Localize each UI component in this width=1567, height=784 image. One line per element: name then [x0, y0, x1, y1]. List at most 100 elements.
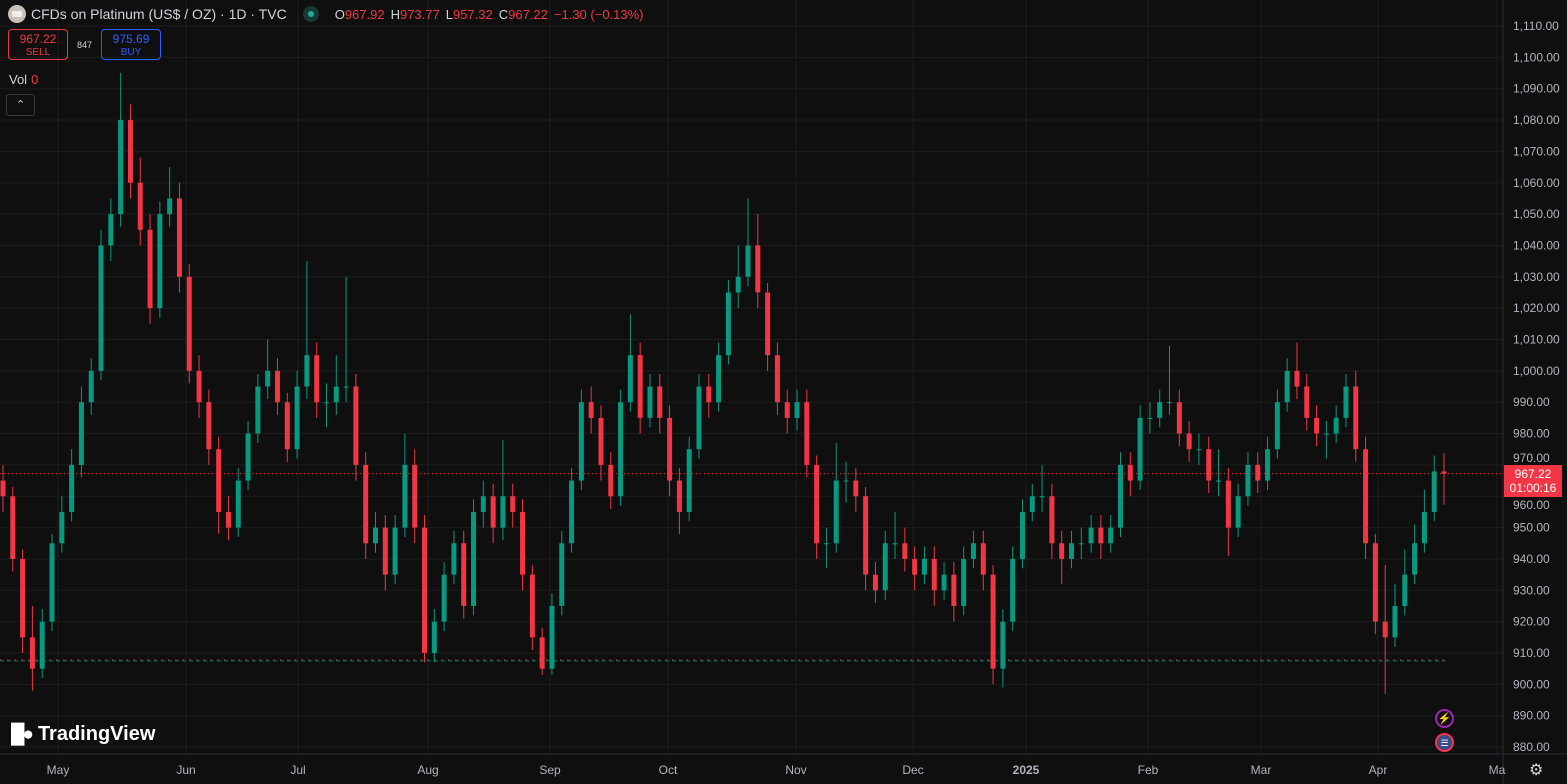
- candle: [10, 486, 16, 572]
- tradingview-logo[interactable]: █● TradingView: [11, 723, 155, 746]
- grid: [0, 0, 1503, 754]
- candle-body: [706, 386, 712, 403]
- candle: [853, 468, 859, 512]
- candle-body: [1068, 543, 1074, 559]
- candle-body: [1255, 464, 1261, 481]
- candle: [765, 283, 771, 371]
- candle: [1225, 468, 1231, 556]
- candle-body: [1421, 511, 1427, 544]
- candle-body: [431, 621, 437, 653]
- candle-body: [892, 543, 898, 545]
- candle: [1147, 402, 1153, 434]
- candle-body: [255, 386, 261, 434]
- candle: [667, 405, 673, 497]
- candle-body: [1157, 402, 1163, 418]
- volume-value: 0: [31, 72, 39, 87]
- candle-body: [902, 543, 908, 559]
- sell-button[interactable]: 967.22 SELL: [8, 29, 68, 60]
- candle: [902, 527, 908, 572]
- price-tick-label: 1,010.00: [1513, 333, 1560, 347]
- low-value: L957.32: [445, 6, 493, 22]
- symbol-title[interactable]: CFDs on Platinum (US$ / OZ) · 1D · TVC: [31, 6, 287, 22]
- candle-body: [1010, 558, 1016, 622]
- candle-body: [1274, 402, 1280, 450]
- candle: [137, 157, 143, 246]
- candle-body: [1196, 449, 1202, 451]
- candle: [88, 358, 94, 415]
- candle-body: [647, 386, 653, 418]
- candle-body: [912, 558, 918, 575]
- candle: [1000, 609, 1006, 688]
- market-status-icon[interactable]: [302, 6, 319, 22]
- candle: [608, 452, 614, 509]
- time-tick-label: Oct: [659, 763, 678, 777]
- candle: [510, 483, 516, 528]
- candle: [784, 389, 790, 434]
- candle: [872, 562, 878, 603]
- candle: [1392, 584, 1398, 647]
- candle-body: [1294, 370, 1300, 387]
- candle: [559, 530, 565, 616]
- price-tick-label: 1,000.00: [1513, 364, 1560, 378]
- candle: [794, 389, 800, 431]
- candle-body: [735, 276, 741, 293]
- candle-body: [39, 621, 45, 669]
- time-tick-label: 2025: [1013, 763, 1040, 777]
- time-axis[interactable]: May Jun Jul Aug Sep Oct Nov Dec 2025 Feb Mar Apr Ma: [47, 763, 1506, 777]
- volume-label: Vol: [9, 72, 28, 87]
- candle-body: [853, 480, 859, 497]
- candle: [912, 546, 918, 591]
- time-tick-label: Jun: [176, 763, 195, 777]
- candle: [706, 373, 712, 418]
- candle-body: [1441, 471, 1447, 474]
- candle: [549, 593, 555, 675]
- candle: [627, 314, 633, 412]
- candle: [480, 480, 486, 528]
- candle-body: [1225, 480, 1231, 528]
- candle-body: [872, 574, 878, 591]
- buy-button[interactable]: 975.69 BUY: [101, 29, 162, 60]
- candle: [892, 511, 898, 559]
- price-tick-label: 1,040.00: [1513, 238, 1560, 252]
- price-tick-label: 920.00: [1513, 615, 1550, 629]
- price-tick-label: 1,020.00: [1513, 301, 1560, 315]
- candle-body: [235, 480, 241, 528]
- candle-body: [1167, 402, 1173, 404]
- time-tick-label: May: [47, 763, 70, 777]
- candle-body: [20, 558, 26, 638]
- trade-panel: 967.22 SELL 847 975.69 BUY: [8, 29, 162, 60]
- time-tick-label: Feb: [1138, 763, 1159, 777]
- sell-label: SELL: [25, 47, 51, 58]
- candle-body: [461, 543, 467, 606]
- candle-body: [784, 402, 790, 418]
- price-tick-label: 890.00: [1513, 709, 1550, 723]
- lightning-icon[interactable]: ⚡: [1435, 709, 1454, 728]
- candle-body: [1216, 480, 1222, 482]
- candle: [1186, 421, 1192, 462]
- bar-countdown: 01:00:16: [1509, 481, 1557, 495]
- candle: [539, 627, 545, 675]
- candle-body: [667, 417, 673, 481]
- candle-body: [745, 245, 751, 277]
- candle: [1333, 405, 1339, 443]
- collapse-button[interactable]: ⌃: [6, 94, 35, 116]
- settings-icon[interactable]: ⚙: [1529, 762, 1544, 779]
- candle: [980, 530, 986, 591]
- candle-body: [314, 355, 320, 403]
- price-axis[interactable]: 880.00 890.00 900.00 910.00 920.00 930.00 940.…: [1513, 19, 1560, 754]
- candle-body: [1029, 496, 1035, 512]
- last-price: 967.22: [1514, 467, 1552, 481]
- us-flag-icon[interactable]: ☰: [1435, 733, 1454, 752]
- candle-body: [294, 386, 300, 450]
- candle-body: [1206, 449, 1212, 481]
- candle: [422, 515, 428, 663]
- time-tick-label: Dec: [902, 763, 923, 777]
- candle: [1284, 358, 1290, 412]
- candle: [569, 468, 575, 553]
- price-tick-label: 930.00: [1513, 583, 1550, 597]
- candle-body: [618, 402, 624, 497]
- candle: [235, 468, 241, 538]
- candle: [431, 609, 437, 663]
- buy-price: 975.69: [112, 32, 150, 46]
